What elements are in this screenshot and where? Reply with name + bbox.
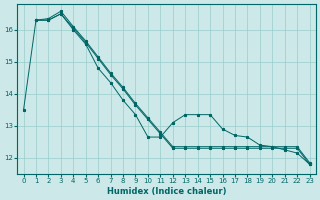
X-axis label: Humidex (Indice chaleur): Humidex (Indice chaleur) xyxy=(107,187,226,196)
